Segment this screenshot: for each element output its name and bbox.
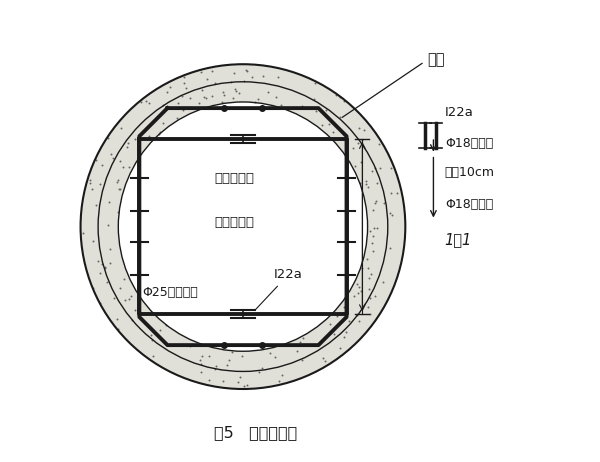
Text: Φ18定位筋: Φ18定位筋 xyxy=(445,137,493,150)
Text: Φ25固定钢筋: Φ25固定钢筋 xyxy=(142,286,198,299)
Text: I22a: I22a xyxy=(445,106,474,119)
Text: 冠梁: 冠梁 xyxy=(342,52,445,117)
Text: 满焊10cm: 满焊10cm xyxy=(445,166,495,179)
Text: 外层定位筋: 外层定位筋 xyxy=(214,172,254,185)
Circle shape xyxy=(80,64,406,389)
Text: 内层定位筋: 内层定位筋 xyxy=(214,216,254,229)
Circle shape xyxy=(118,102,368,351)
Text: Φ18定位筋: Φ18定位筋 xyxy=(445,198,493,211)
Text: 图5   定位筋布置: 图5 定位筋布置 xyxy=(214,426,298,440)
Text: I22a: I22a xyxy=(256,268,302,310)
Text: 1－1: 1－1 xyxy=(445,232,472,247)
